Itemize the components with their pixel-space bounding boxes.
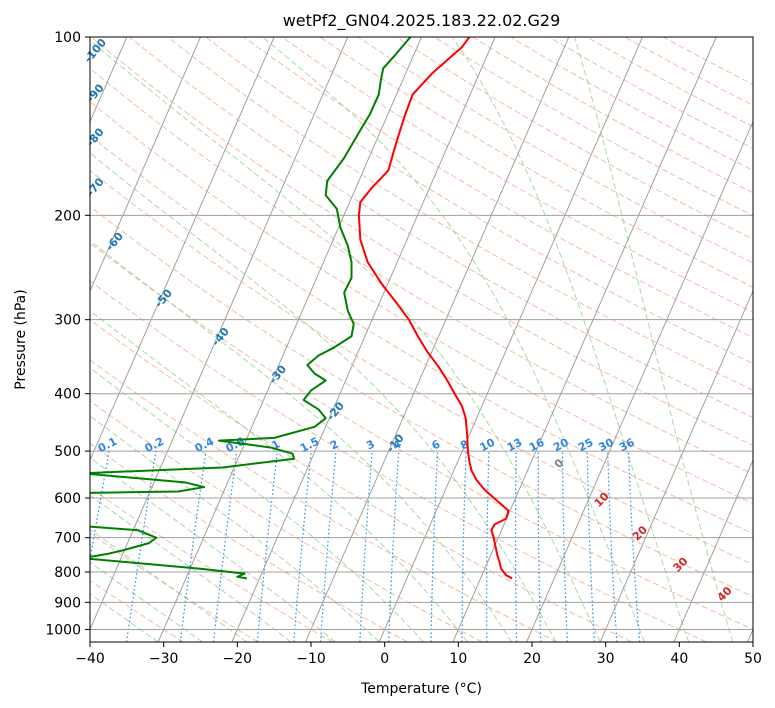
x-axis: −40 −30 −20 −10 0 10 20 30 40 50 bbox=[75, 642, 762, 667]
dewpoint-line bbox=[90, 37, 412, 580]
y-axis: 1000 900 800 700 600 500 400 300 200 100 bbox=[45, 30, 90, 638]
dry-adiabat-line bbox=[205, 37, 753, 365]
y-tick-label: 200 bbox=[54, 208, 81, 224]
y-tick-label: 800 bbox=[54, 565, 81, 581]
isotherm-line bbox=[90, 37, 275, 462]
mixing-ratio-label: 20 bbox=[551, 436, 571, 455]
moist-adiabat-line bbox=[574, 37, 734, 642]
isotherm-line bbox=[673, 458, 753, 642]
moist-adiabat-line bbox=[90, 367, 424, 642]
isotherm-line bbox=[452, 37, 717, 642]
y-tick-label: 900 bbox=[54, 595, 81, 611]
isotherm-line bbox=[599, 289, 753, 642]
mixing-ratio-label: 16 bbox=[527, 436, 547, 455]
dry-adiabat-line bbox=[90, 134, 753, 535]
x-tick-label: −40 bbox=[75, 651, 105, 667]
y-tick-label: 100 bbox=[54, 30, 81, 46]
x-tick-label: −20 bbox=[223, 651, 253, 667]
dry-adiabat-line bbox=[90, 486, 334, 642]
y-tick-label: 400 bbox=[54, 387, 81, 403]
isotherm-line bbox=[231, 37, 496, 642]
mixing-ratio-line bbox=[90, 450, 110, 564]
mixing-ratio-label: 30 bbox=[596, 436, 616, 455]
mixing-ratio-label: 13 bbox=[505, 436, 525, 455]
moist-adiabat-line bbox=[261, 37, 645, 642]
isotherm-line bbox=[90, 37, 201, 293]
dry-adiabat-line bbox=[90, 442, 408, 642]
x-tick-label: 40 bbox=[670, 651, 688, 667]
x-tick-label: 30 bbox=[597, 651, 615, 667]
x-tick-label: −10 bbox=[296, 651, 326, 667]
mixing-ratio-label: 10 bbox=[478, 436, 498, 455]
mixing-ratio-lines bbox=[90, 450, 641, 642]
isotherm-line bbox=[157, 37, 422, 642]
dry-adiabat-line bbox=[90, 319, 632, 642]
dry-adiabat-line bbox=[357, 37, 753, 264]
dry-adiabat-line bbox=[90, 67, 753, 475]
moist-adiabat-line bbox=[90, 240, 513, 642]
x-tick-label: −30 bbox=[149, 651, 179, 667]
y-tick-label: 500 bbox=[54, 444, 81, 460]
x-tick-label: 10 bbox=[449, 651, 467, 667]
x-axis-label: Temperature (°C) bbox=[360, 681, 482, 697]
x-tick-label: 50 bbox=[744, 651, 762, 667]
isotherm-line bbox=[305, 37, 570, 642]
isotherm-line bbox=[378, 37, 643, 642]
moist-adiabats bbox=[90, 37, 734, 642]
moist-adiabat-line bbox=[451, 37, 690, 642]
moist-adiabat-line bbox=[90, 528, 247, 642]
mixing-ratio-label: 36 bbox=[617, 436, 637, 455]
y-tick-label: 600 bbox=[54, 491, 81, 507]
dry-adiabat-line bbox=[129, 37, 753, 419]
moist-adiabat-line bbox=[90, 152, 557, 642]
chart-title: wetPf2_GN04.2025.183.22.02.G29 bbox=[283, 11, 561, 31]
isotherm-line bbox=[90, 37, 349, 631]
mixing-ratio-line bbox=[212, 451, 238, 642]
plot-frame bbox=[89, 36, 754, 643]
dry-adiabat-line bbox=[90, 280, 707, 642]
plot-area bbox=[90, 37, 753, 642]
moist-adiabat-line bbox=[90, 39, 601, 642]
dry-adiabat-line bbox=[90, 242, 753, 630]
grid-lines bbox=[90, 37, 753, 642]
y-axis-label: Pressure (hPa) bbox=[13, 289, 29, 389]
temperature-line bbox=[357, 37, 513, 580]
mixing-ratio-line bbox=[125, 451, 157, 642]
dry-adiabat-line bbox=[90, 37, 753, 446]
sounding-series bbox=[90, 37, 513, 580]
moist-adiabat-line bbox=[90, 415, 380, 642]
dry-adiabat-line bbox=[319, 37, 753, 288]
isotherm-line bbox=[526, 120, 753, 642]
dry-adiabat-line bbox=[510, 37, 753, 171]
mixing-ratio-line bbox=[179, 451, 207, 642]
y-tick-label: 300 bbox=[54, 313, 81, 329]
dry-adiabat-line bbox=[396, 37, 753, 240]
y-tick-label: 700 bbox=[54, 531, 81, 547]
moist-adiabat-line bbox=[90, 457, 336, 642]
x-tick-label: 0 bbox=[380, 651, 389, 667]
dry-adiabat-line bbox=[167, 37, 753, 391]
dry-adiabat-line bbox=[472, 37, 753, 194]
x-tick-label: 20 bbox=[523, 651, 541, 667]
y-tick-label: 1000 bbox=[45, 622, 81, 638]
mixing-ratio-label: 25 bbox=[576, 436, 596, 455]
dry-adiabat-line bbox=[243, 37, 753, 339]
